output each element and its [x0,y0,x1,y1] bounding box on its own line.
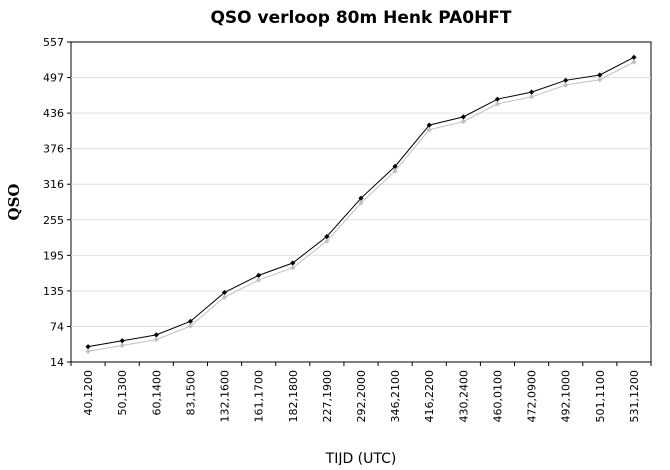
data-point [153,332,159,338]
data-point [631,54,637,60]
x-tick-label: 292,2000 [355,370,368,423]
data-point [358,195,364,201]
x-tick-label: 40,1200 [82,370,95,416]
data-point [563,82,569,88]
y-tick-label: 436 [43,107,64,120]
data-point [119,338,125,344]
y-tick-label: 135 [43,285,64,298]
data-point [119,342,125,349]
x-tick-label: 416,2200 [423,370,436,423]
data-point [460,114,466,120]
data-point [290,265,296,271]
data-point [426,127,432,133]
data-point [528,94,535,100]
x-tick-label: 182,1800 [287,370,300,423]
y-tick-label: 14 [50,356,64,369]
data-point [563,77,569,83]
y-tick-label: 255 [43,214,64,227]
grid-lines [71,77,651,327]
x-tick-label: 83,1500 [184,370,197,416]
data-point [392,163,398,169]
y-tick-label: 376 [43,143,64,156]
x-tick-label: 430,2400 [457,370,470,423]
x-tick-label: 50,1300 [116,370,129,416]
chart-title: QSO verloop 80m Henk PA0HFT [210,8,511,28]
series-2 [85,59,637,354]
data-point [358,200,364,206]
data-point [324,233,330,240]
x-tick-label: 346,2100 [389,370,402,423]
data-point [597,77,603,83]
x-tick-label: 227,1900 [321,370,334,423]
data-point [528,89,535,95]
x-tick-label: 501,1100 [594,370,607,423]
data-point [290,260,296,266]
series-1 [85,54,637,350]
data-point [494,96,501,102]
data-point [85,344,91,350]
data-point [426,122,432,128]
y-tick-label: 74 [50,320,64,333]
data-point [256,277,262,283]
data-point [597,72,603,78]
y-axis-ticks: 14 74 135 195 255 316 376 436 497 557 [43,36,71,369]
x-axis-title: TIJD (UTC) [325,451,397,465]
x-tick-label: 132,1600 [219,370,232,423]
x-tick-label: 531,1200 [628,370,641,423]
series-layer [85,54,637,354]
data-point [221,294,228,300]
data-point [256,272,262,278]
y-tick-label: 497 [43,72,64,85]
y-tick-label: 557 [43,36,64,49]
data-point [187,323,194,329]
x-axis-ticks: 40,1200 50,1300 60,1400 83,1500 132,1600 161,… [70,362,652,423]
x-tick-label: 472,0900 [526,370,539,423]
x-tick-label: 460,0100 [491,370,504,423]
x-tick-label: 492,1000 [560,370,573,423]
data-point [85,348,91,354]
y-axis-title: QSO [5,184,23,221]
data-point [153,337,159,343]
data-point [494,101,501,107]
data-point [221,289,228,296]
x-tick-label: 60,1400 [150,370,163,416]
x-tick-label: 161,1700 [253,370,266,423]
data-point [324,238,330,244]
data-point [631,59,637,65]
y-tick-label: 316 [43,178,64,191]
data-point [460,118,466,125]
data-point [187,318,194,324]
data-point [392,168,398,174]
y-tick-label: 195 [43,249,64,262]
